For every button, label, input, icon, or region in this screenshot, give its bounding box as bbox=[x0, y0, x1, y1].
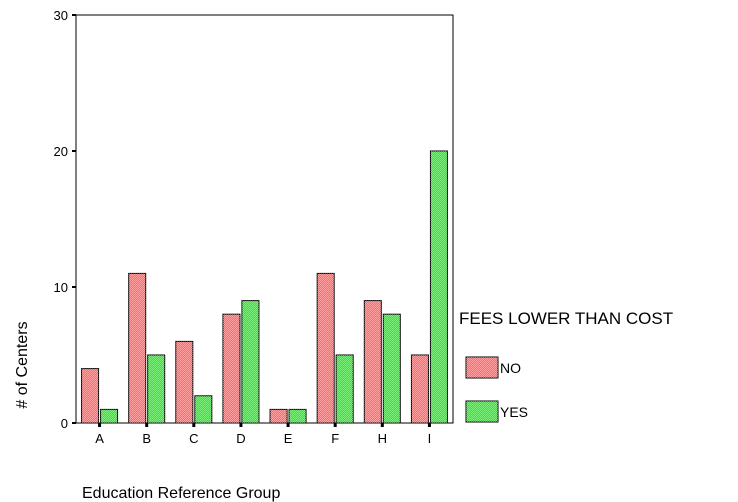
y-axis-title: # of Centers bbox=[14, 321, 31, 408]
bar-texture bbox=[128, 273, 146, 423]
bar-texture bbox=[383, 314, 401, 423]
x-tick-label: F bbox=[331, 431, 339, 446]
y-tick-label: 30 bbox=[54, 8, 68, 23]
bar-texture bbox=[270, 409, 288, 423]
bar-texture bbox=[430, 151, 448, 423]
legend-swatch-texture bbox=[466, 401, 498, 422]
bar-texture bbox=[175, 341, 193, 423]
bars bbox=[81, 150, 448, 424]
bar-texture bbox=[100, 409, 118, 423]
x-tick-label: H bbox=[378, 431, 387, 446]
legend: NO YES bbox=[465, 356, 528, 423]
bar-texture bbox=[289, 409, 307, 423]
x-tick-label: E bbox=[284, 431, 293, 446]
plot-frame bbox=[75, 14, 454, 424]
bar-texture bbox=[411, 355, 429, 423]
legend-label-yes: YES bbox=[500, 404, 528, 420]
bar-texture bbox=[241, 300, 259, 423]
y-axis-ticks: 0 10 20 30 bbox=[54, 8, 76, 431]
legend-swatch-texture bbox=[466, 357, 498, 378]
x-axis-title: Education Reference Group bbox=[82, 485, 280, 502]
y-tick-label: 0 bbox=[61, 416, 68, 431]
bar-texture bbox=[147, 355, 165, 423]
bar-texture bbox=[81, 368, 99, 423]
x-tick-label: B bbox=[142, 431, 151, 446]
bar-texture bbox=[364, 300, 382, 423]
y-tick-label: 20 bbox=[54, 144, 68, 159]
bar-texture bbox=[222, 314, 240, 423]
x-tick-label: D bbox=[236, 431, 245, 446]
bar-texture bbox=[317, 273, 335, 423]
x-tick-label: C bbox=[189, 431, 198, 446]
legend-title: FEES LOWER THAN COST bbox=[459, 309, 673, 328]
x-tick-label: I bbox=[428, 431, 432, 446]
x-tick-label: A bbox=[95, 431, 104, 446]
legend-label-no: NO bbox=[500, 360, 521, 376]
bar-texture bbox=[194, 395, 212, 423]
y-tick-label: 10 bbox=[54, 280, 68, 295]
bar-texture bbox=[336, 355, 354, 423]
